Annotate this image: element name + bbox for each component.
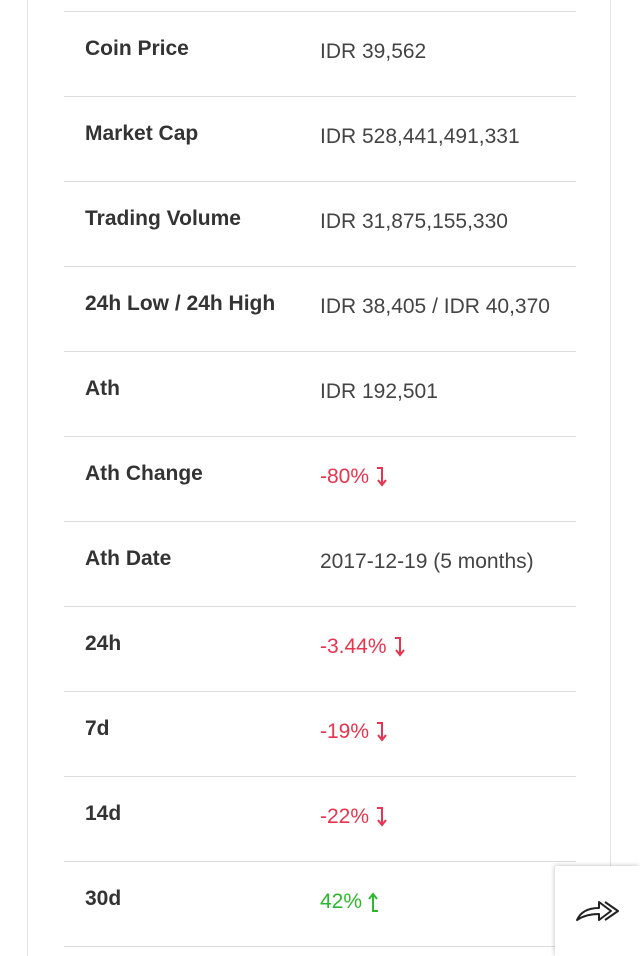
- row-label: 30d: [85, 887, 122, 910]
- row-value: IDR 38,405 / IDR 40,370: [320, 295, 550, 318]
- table-row-market-cap: Market Cap IDR 528,441,491,331: [64, 97, 576, 182]
- row-label: 7d: [85, 717, 110, 740]
- table-row-14d: 14d -22%: [64, 777, 576, 862]
- table-row-24h-low-high: 24h Low / 24h High IDR 38,405 / IDR 40,3…: [64, 267, 576, 352]
- row-label: Coin Price: [85, 37, 189, 60]
- row-label: 24h Low / 24h High: [85, 292, 276, 315]
- row-value: IDR 192,501: [320, 380, 438, 403]
- row-label: Ath Change: [85, 462, 203, 485]
- trend-up-icon: [368, 892, 379, 912]
- row-value: 42%: [320, 890, 380, 914]
- row-value: -3.44%: [320, 635, 405, 659]
- table-row-trading-volume: Trading Volume IDR 31,875,155,330: [64, 182, 576, 267]
- share-button[interactable]: [555, 866, 640, 956]
- row-label: 14d: [85, 802, 122, 825]
- content-card: [27, 0, 611, 956]
- table-row-ath: Ath IDR 192,501: [64, 352, 576, 437]
- row-value: -22%: [320, 805, 387, 829]
- row-label: 24h: [85, 632, 122, 655]
- row-label: Market Cap: [85, 122, 199, 145]
- trend-down-icon: [377, 722, 387, 742]
- row-value: 2017-12-19 (5 months): [320, 550, 534, 573]
- row-value: -80%: [320, 465, 387, 489]
- trend-down-icon: [377, 807, 387, 827]
- trend-down-icon: [394, 637, 405, 657]
- table-row-ath-change: Ath Change -80%: [64, 437, 576, 522]
- table-row-7d: 7d -19%: [64, 692, 576, 777]
- table-row-30d: 30d 42%: [64, 862, 576, 947]
- row-value: IDR 528,441,491,331: [320, 125, 520, 148]
- row-label: Ath Date: [85, 547, 172, 570]
- table-row-24h: 24h -3.44%: [64, 607, 576, 692]
- table-row-ath-date: Ath Date 2017-12-19 (5 months): [64, 522, 576, 607]
- row-value: -19%: [320, 720, 387, 744]
- row-value: IDR 39,562: [320, 40, 427, 63]
- table-top-divider: [64, 11, 576, 12]
- trend-down-icon: [377, 467, 387, 487]
- share-arrow-icon: [575, 901, 619, 921]
- row-label: Trading Volume: [85, 207, 241, 230]
- row-value: IDR 31,875,155,330: [320, 210, 508, 233]
- row-label: Ath: [85, 377, 120, 400]
- table-row-coin-price: Coin Price IDR 39,562: [64, 12, 576, 97]
